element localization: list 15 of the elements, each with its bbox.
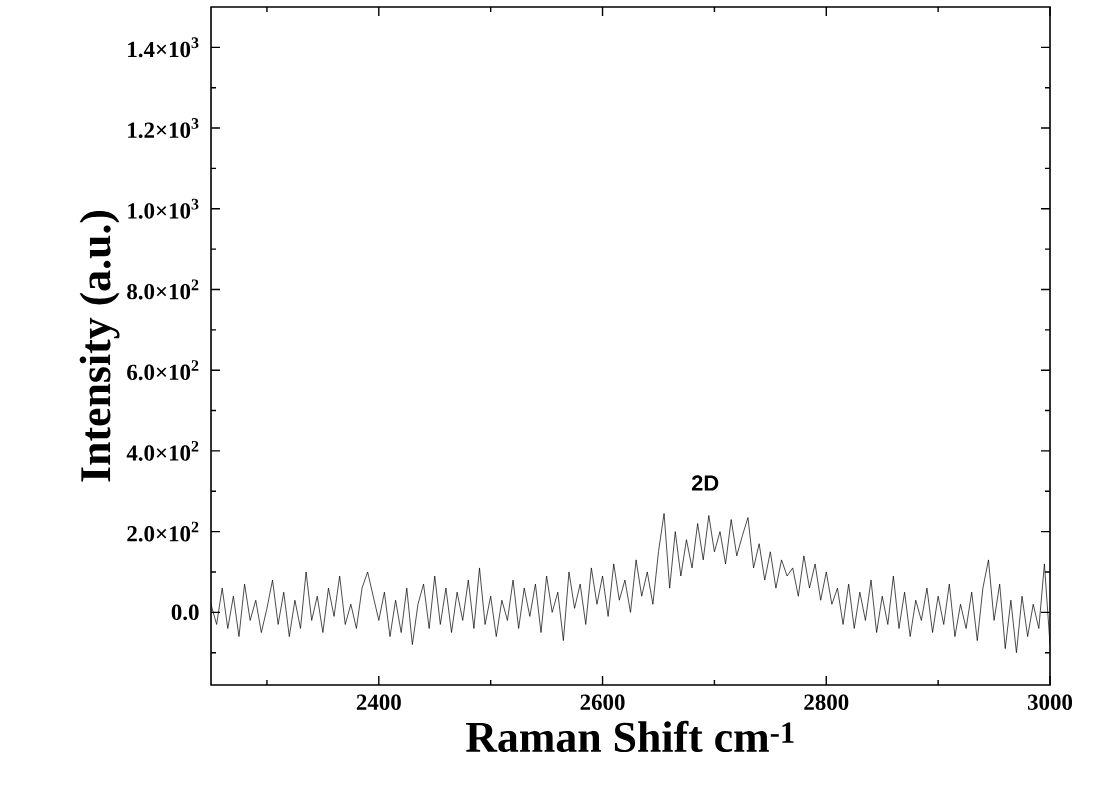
- x-axis-title: Raman Shift cm$^{-1}$: [466, 720, 794, 753]
- y-axis-title: Intensity (a.u.): [79, 210, 120, 482]
- x-tick-label: 2600: [580, 694, 625, 710]
- x-tick-label: 2400: [356, 694, 401, 710]
- x-tick-label: 3000: [1027, 694, 1073, 710]
- y-tick-label: 8.0×10$^{2}$: [127, 279, 199, 300]
- x-tick-label: 2800: [804, 694, 849, 710]
- y-tick-label: 1.0×10$^{3}$: [128, 198, 199, 219]
- y-tick-label: 6.0×10$^{2}$: [127, 360, 199, 381]
- y-tick-label: 2.0×10$^{2}$: [127, 521, 199, 542]
- y-tick-label: 1.4×10$^{3}$: [128, 37, 199, 58]
- y-tick-label: 4.0×10$^{2}$: [126, 440, 199, 461]
- annotation: 2D: [691, 475, 719, 491]
- y-tick-label: 0.0: [171, 604, 199, 621]
- y-tick-label: 1.2×10$^{3}$: [128, 118, 199, 139]
